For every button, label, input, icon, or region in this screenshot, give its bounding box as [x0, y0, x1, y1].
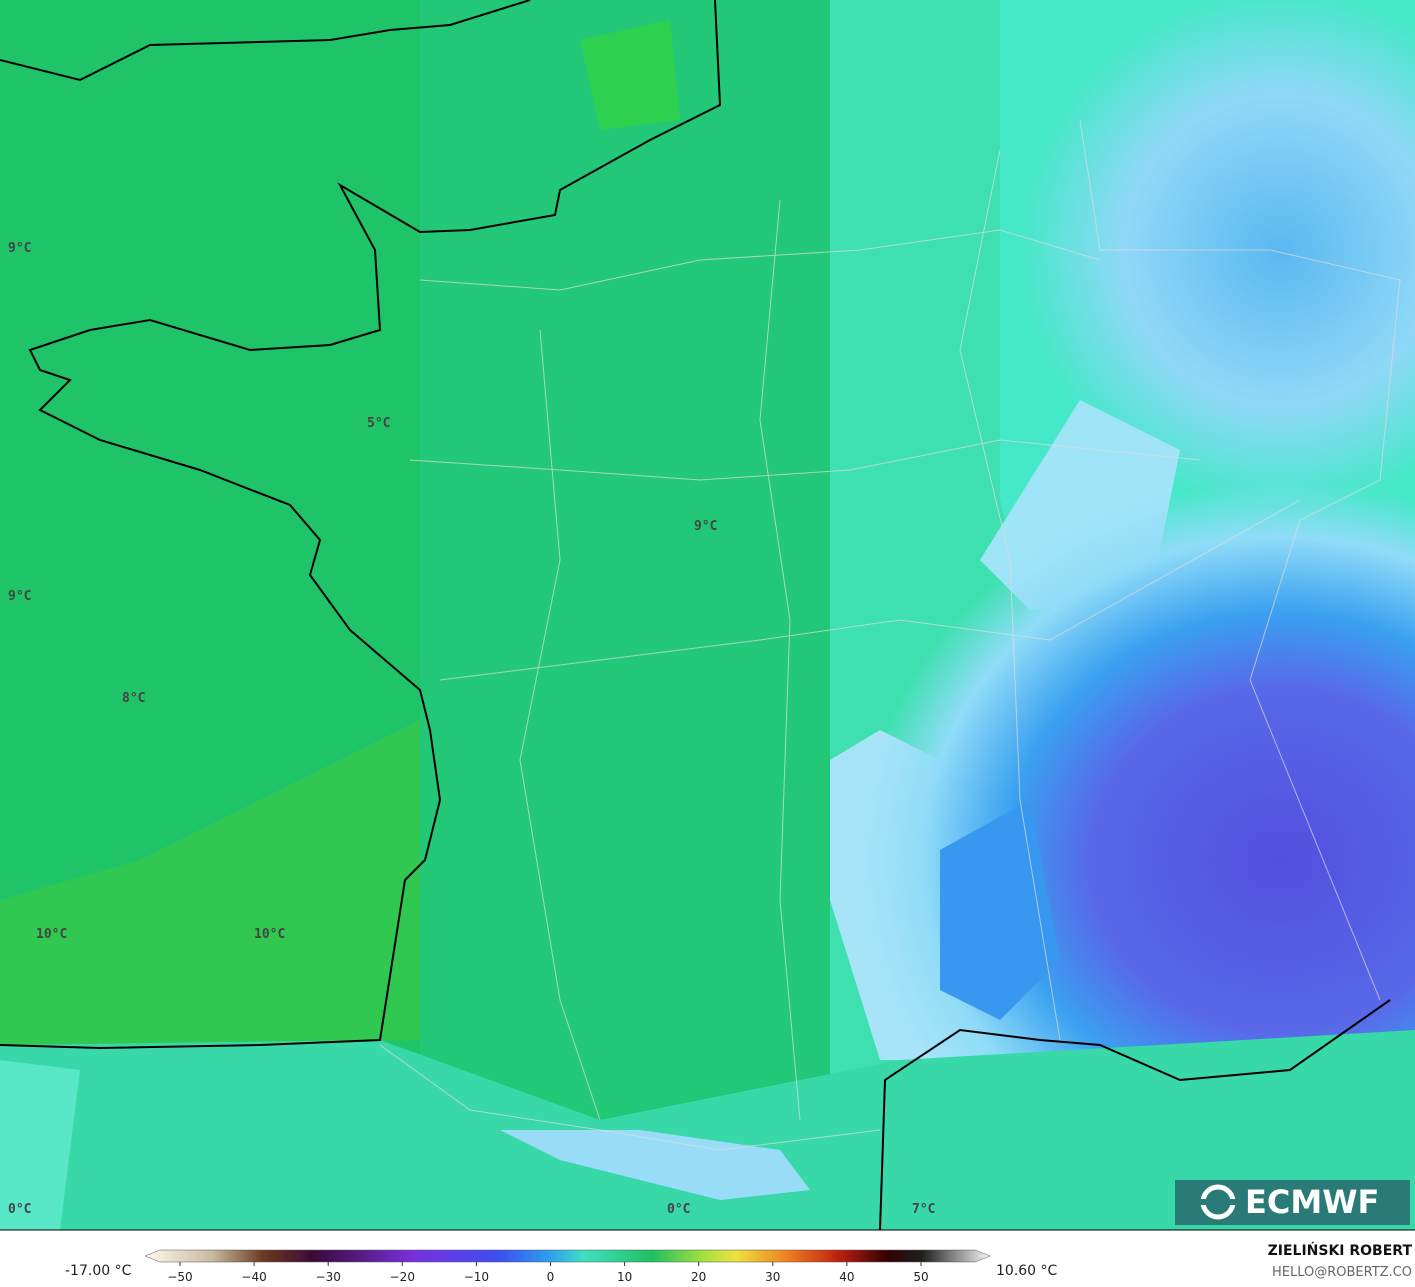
colorbar-max: 10.60 °C — [996, 1263, 1058, 1279]
colorbar-tick-label: 20 — [691, 1270, 706, 1284]
map-background — [0, 0, 1415, 1240]
map-label: 7°C — [912, 1202, 935, 1217]
map-label: 5°C — [367, 416, 390, 431]
credit-author: ZIELIŃSKI ROBERT — [1268, 1241, 1413, 1259]
credit-email: HELLO@ROBERTZ.CO — [1272, 1265, 1412, 1280]
map-label: 0°C — [8, 1202, 31, 1217]
map-label: 10°C — [254, 927, 285, 942]
colorbar-tick-label: −20 — [390, 1270, 415, 1284]
coastline — [0, 0, 1391, 1231]
logo-text: ECMWF — [1245, 1183, 1379, 1221]
map-label: 9°C — [694, 519, 717, 534]
colorbar-tick-label: −10 — [464, 1270, 489, 1284]
borders — [379, 119, 1401, 1151]
colorbar-tick-label: 30 — [765, 1270, 780, 1284]
colorbar-tick-label: −40 — [241, 1270, 266, 1284]
colorbar-tick-label: −30 — [316, 1270, 341, 1284]
map-label: 9°C — [8, 589, 31, 604]
colorbar-tick-label: 0 — [547, 1270, 555, 1284]
colorbar-tick-label: 10 — [617, 1270, 632, 1284]
map-label: 9°C — [8, 241, 31, 256]
colorbar — [144, 1249, 991, 1263]
map-label: 8°C — [122, 691, 145, 706]
colorbar-tick-label: 40 — [839, 1270, 854, 1284]
logo: ECMWF — [1175, 1180, 1410, 1225]
colorbar-tick-label: −50 — [167, 1270, 192, 1284]
colorbar-tick-label: 50 — [913, 1270, 928, 1284]
colorbar-min: -17.00 °C — [65, 1263, 132, 1279]
map-label: 10°C — [36, 927, 67, 942]
map-label: 0°C — [667, 1202, 690, 1217]
